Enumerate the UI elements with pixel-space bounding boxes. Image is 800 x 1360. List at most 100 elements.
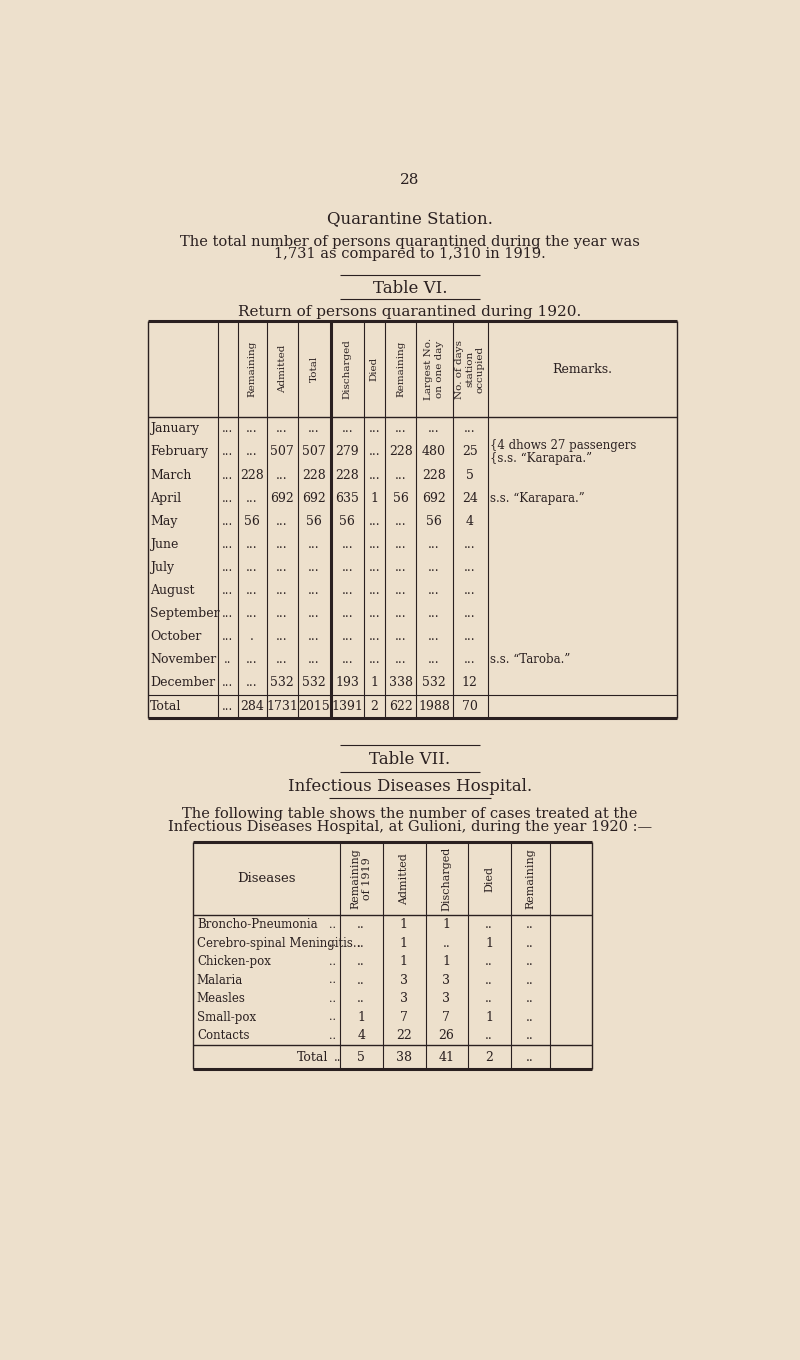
Text: ..: .. xyxy=(329,975,336,985)
Text: 26: 26 xyxy=(438,1030,454,1042)
Text: 4: 4 xyxy=(466,514,474,528)
Text: ...: ... xyxy=(308,607,320,620)
Text: Remarks.: Remarks. xyxy=(552,363,612,375)
Text: Return of persons quarantined during 1920.: Return of persons quarantined during 192… xyxy=(238,305,582,318)
Text: 56: 56 xyxy=(306,514,322,528)
Text: ...: ... xyxy=(342,560,353,574)
Text: ...: ... xyxy=(395,423,406,435)
Text: ...: ... xyxy=(369,469,380,481)
Text: ...: ... xyxy=(222,607,234,620)
Text: Admitted: Admitted xyxy=(398,853,409,904)
Text: ...: ... xyxy=(464,560,475,574)
Text: The total number of persons quarantined during the year was: The total number of persons quarantined … xyxy=(180,235,640,249)
Text: ...: ... xyxy=(222,469,234,481)
Text: 3: 3 xyxy=(442,974,450,986)
Text: No. of days
station
occupied: No. of days station occupied xyxy=(454,340,485,398)
Text: 38: 38 xyxy=(396,1051,412,1064)
Text: ...: ... xyxy=(246,676,258,690)
Text: ..: .. xyxy=(358,993,365,1005)
Text: s.s. “Karapara.”: s.s. “Karapara.” xyxy=(490,492,585,505)
Text: ..: .. xyxy=(358,955,365,968)
Text: Remaining: Remaining xyxy=(525,849,535,910)
Text: ..: .. xyxy=(358,974,365,986)
Text: ..: .. xyxy=(526,974,534,986)
Text: ...: ... xyxy=(395,583,406,597)
Text: ...: ... xyxy=(246,492,258,505)
Text: March: March xyxy=(150,469,192,481)
Text: Discharged: Discharged xyxy=(342,339,352,398)
Text: ..: .. xyxy=(329,994,336,1004)
Text: Remaining: Remaining xyxy=(247,341,257,397)
Text: ...: ... xyxy=(246,607,258,620)
Text: ...: ... xyxy=(276,583,288,597)
Text: 7: 7 xyxy=(442,1010,450,1024)
Text: ..: .. xyxy=(329,919,336,930)
Text: ...: ... xyxy=(428,607,440,620)
Text: 1: 1 xyxy=(442,955,450,968)
Text: ...: ... xyxy=(395,653,406,666)
Text: 28: 28 xyxy=(400,173,420,188)
Text: ...: ... xyxy=(464,630,475,643)
Text: ...: ... xyxy=(246,423,258,435)
Text: 1: 1 xyxy=(370,676,378,690)
Text: July: July xyxy=(150,560,174,574)
Text: ...: ... xyxy=(428,653,440,666)
Text: Table VII.: Table VII. xyxy=(370,752,450,768)
Text: ...: ... xyxy=(342,583,353,597)
Text: ...: ... xyxy=(464,583,475,597)
Text: ...: ... xyxy=(369,607,380,620)
Text: 1988: 1988 xyxy=(418,699,450,713)
Text: ...: ... xyxy=(395,607,406,620)
Text: ...: ... xyxy=(464,423,475,435)
Text: ..: .. xyxy=(526,937,534,949)
Text: 2: 2 xyxy=(485,1051,493,1064)
Text: Died: Died xyxy=(484,866,494,892)
Text: ...: ... xyxy=(308,583,320,597)
Text: Infectious Diseases Hospital, at Gulioni, during the year 1920 :—: Infectious Diseases Hospital, at Gulioni… xyxy=(168,820,652,834)
Text: ...: ... xyxy=(464,607,475,620)
Text: ...: ... xyxy=(395,537,406,551)
Text: ...: ... xyxy=(222,514,234,528)
Text: ..: .. xyxy=(526,918,534,932)
Text: August: August xyxy=(150,583,195,597)
Text: 228: 228 xyxy=(302,469,326,481)
Text: ...: ... xyxy=(428,560,440,574)
Text: 3: 3 xyxy=(400,993,408,1005)
Text: ...: ... xyxy=(222,676,234,690)
Text: ...: ... xyxy=(395,560,406,574)
Text: Table VI.: Table VI. xyxy=(373,280,447,298)
Text: 1,731 as compared to 1,310 in 1919.: 1,731 as compared to 1,310 in 1919. xyxy=(274,248,546,261)
Text: ...: ... xyxy=(222,446,234,458)
Text: 692: 692 xyxy=(270,492,294,505)
Text: Cerebro-spinal Meningitis..: Cerebro-spinal Meningitis.. xyxy=(197,937,360,949)
Text: 70: 70 xyxy=(462,699,478,713)
Text: ..: .. xyxy=(526,993,534,1005)
Text: 56: 56 xyxy=(393,492,409,505)
Text: ...: ... xyxy=(395,630,406,643)
Text: June: June xyxy=(150,537,178,551)
Text: ..: .. xyxy=(485,955,493,968)
Text: ...: ... xyxy=(428,583,440,597)
Text: ...: ... xyxy=(222,560,234,574)
Text: Total: Total xyxy=(310,356,318,382)
Text: ...: ... xyxy=(464,537,475,551)
Text: 25: 25 xyxy=(462,446,478,458)
Text: ..: .. xyxy=(334,1051,342,1064)
Text: Admitted: Admitted xyxy=(278,345,286,393)
Text: Remaining
of 1919: Remaining of 1919 xyxy=(350,849,372,910)
Text: 24: 24 xyxy=(462,492,478,505)
Text: ..: .. xyxy=(485,993,493,1005)
Text: 1731: 1731 xyxy=(266,699,298,713)
Text: 279: 279 xyxy=(335,446,359,458)
Text: 622: 622 xyxy=(389,699,413,713)
Text: ...: ... xyxy=(246,583,258,597)
Text: ...: ... xyxy=(342,537,353,551)
Text: 1391: 1391 xyxy=(331,699,363,713)
Text: ..: .. xyxy=(526,955,534,968)
Text: ...: ... xyxy=(308,537,320,551)
Text: 3: 3 xyxy=(442,993,450,1005)
Text: 1: 1 xyxy=(485,937,493,949)
Text: Infectious Diseases Hospital.: Infectious Diseases Hospital. xyxy=(288,778,532,796)
Text: Quarantine Station.: Quarantine Station. xyxy=(327,211,493,227)
Text: ...: ... xyxy=(276,653,288,666)
